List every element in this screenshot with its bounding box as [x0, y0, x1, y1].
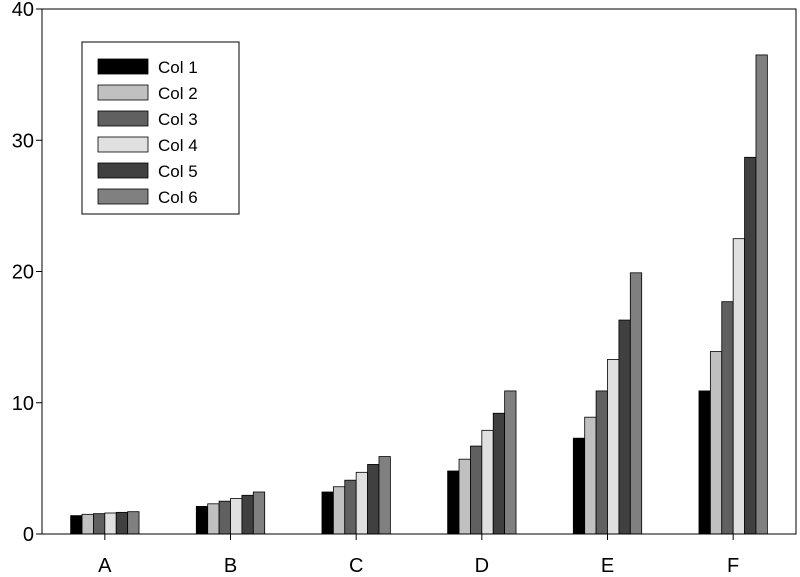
bar-e-col-2	[584, 416, 597, 535]
bar-f-col-1	[698, 390, 711, 535]
legend-label: Col 5	[158, 162, 198, 181]
bar-b-col-3	[218, 500, 231, 535]
axes-group: A B C D E F 0 10 20 30 40	[12, 0, 797, 577]
bar-f-col-6	[755, 54, 768, 535]
bar-e-col-4	[607, 359, 620, 535]
bar-c-col-2	[332, 486, 346, 535]
bar-c-col-3	[344, 479, 357, 535]
x-tick-label: C	[349, 555, 363, 577]
bar-d-col-5	[492, 412, 506, 535]
y-tick-label: 40	[12, 0, 34, 21]
bar-e-col-1	[572, 437, 586, 535]
bar-c-col-5	[367, 464, 380, 535]
y-tick-label: 10	[12, 393, 34, 415]
x-tick-label: B	[224, 555, 237, 577]
y-tick-label: 20	[12, 262, 34, 284]
bar-f-col-5	[744, 156, 757, 535]
y-tick-label: 0	[23, 524, 34, 546]
legend-label: Col 2	[158, 84, 198, 103]
x-tick-label: D	[475, 555, 489, 577]
legend-label: Col 4	[158, 136, 198, 155]
bar-b-col-5	[241, 494, 254, 535]
bar-d-col-1	[447, 470, 460, 535]
x-tick-label: A	[98, 555, 112, 577]
legend-swatch	[97, 162, 149, 179]
x-tick-label: E	[601, 555, 614, 577]
bar-e-col-3	[595, 390, 608, 535]
bar-a-col-6	[127, 511, 140, 535]
bar-a-col-3	[93, 513, 106, 535]
bar-b-col-6	[252, 491, 266, 535]
bar-a-col-1	[70, 515, 83, 535]
bar-f-col-2	[709, 351, 723, 535]
legend-label: Col 6	[158, 188, 198, 207]
legend-swatch	[97, 188, 149, 205]
bar-c-col-4	[355, 471, 368, 535]
legend-swatch	[97, 110, 149, 127]
bar-a-col-2	[81, 513, 94, 535]
legend: Col 1 Col 2 Col 3 Col 4 Col 5 Col 6	[81, 41, 240, 215]
bar-c-col-6	[378, 456, 391, 535]
bar-e-col-6	[629, 272, 643, 535]
bar-b-col-4	[230, 498, 243, 535]
bar-e-col-5	[618, 319, 631, 535]
bar-d-col-2	[458, 458, 471, 535]
bar-b-col-2	[207, 503, 220, 535]
legend-swatch	[97, 84, 149, 101]
bar-c-col-1	[321, 491, 334, 535]
legend-swatch	[97, 58, 149, 75]
bar-d-col-3	[470, 445, 483, 535]
y-tick-label: 30	[12, 130, 34, 152]
bars-group	[70, 54, 768, 535]
legend-label: Col 1	[158, 58, 198, 77]
bar-b-col-1	[195, 506, 209, 535]
bar-a-col-5	[115, 511, 129, 535]
bar-f-col-3	[721, 301, 734, 535]
x-tick-label: F	[727, 555, 739, 577]
bar-d-col-4	[481, 429, 494, 535]
bar-d-col-6	[504, 390, 517, 535]
legend-swatch	[97, 136, 149, 153]
bar-f-col-4	[732, 238, 745, 535]
bar-a-col-4	[104, 512, 117, 535]
legend-label: Col 3	[158, 110, 198, 129]
